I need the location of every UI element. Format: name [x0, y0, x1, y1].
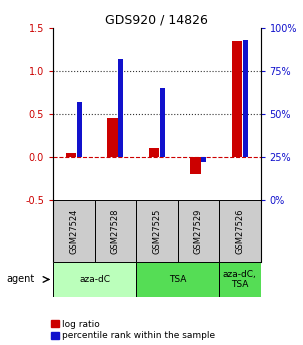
Bar	[66, 152, 76, 157]
Text: GSM27524: GSM27524	[69, 208, 78, 254]
Title: GDS920 / 14826: GDS920 / 14826	[105, 13, 208, 27]
Bar	[219, 200, 261, 262]
Bar	[118, 59, 123, 157]
Bar	[107, 118, 118, 157]
Bar	[149, 148, 159, 157]
Legend: log ratio, percentile rank within the sample: log ratio, percentile rank within the sa…	[52, 320, 215, 341]
Bar	[95, 200, 136, 262]
Bar	[53, 262, 136, 297]
Bar	[77, 102, 82, 157]
Bar	[190, 157, 201, 174]
Text: TSA: TSA	[169, 275, 186, 284]
Bar	[201, 157, 206, 162]
Bar	[178, 200, 219, 262]
Text: aza-dC: aza-dC	[79, 275, 110, 284]
Text: GSM27526: GSM27526	[235, 208, 244, 254]
Bar	[243, 40, 248, 157]
Bar	[160, 88, 165, 157]
Bar	[232, 41, 242, 157]
Text: GSM27529: GSM27529	[194, 208, 203, 254]
Text: agent: agent	[6, 275, 34, 284]
Bar	[53, 200, 95, 262]
Bar	[136, 200, 178, 262]
Text: aza-dC,
TSA: aza-dC, TSA	[223, 270, 257, 289]
Text: GSM27528: GSM27528	[111, 208, 120, 254]
Text: GSM27525: GSM27525	[152, 208, 161, 254]
Bar	[136, 262, 219, 297]
Bar	[219, 262, 261, 297]
